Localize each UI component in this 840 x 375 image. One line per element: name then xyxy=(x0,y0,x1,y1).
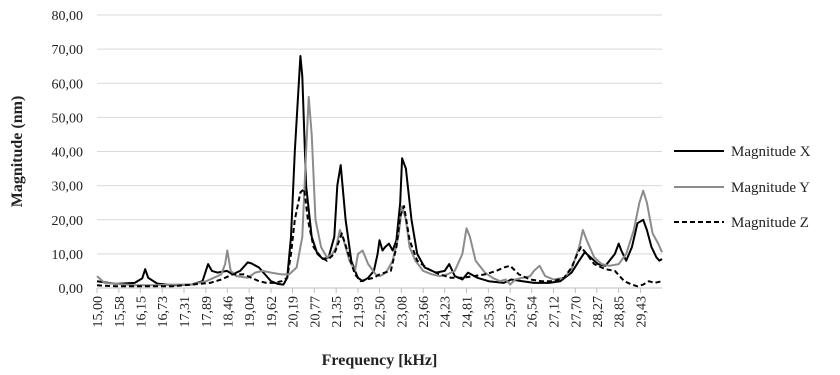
series-line-magnitude-z xyxy=(96,188,663,288)
x-tick-label: 24,81 xyxy=(461,296,476,328)
x-tick-label: 25,97 xyxy=(504,296,519,328)
y-tick-label: 20,00 xyxy=(52,214,84,229)
y-tick-label: 70,00 xyxy=(52,43,84,58)
y-tick-label: 0,00 xyxy=(59,282,84,297)
x-tick-label: 21,35 xyxy=(330,296,345,328)
y-tick-label: 10,00 xyxy=(52,248,84,263)
y-tick-label: 60,00 xyxy=(52,77,84,92)
x-tick-label: 29,43 xyxy=(635,296,650,328)
x-tick-label: 19,04 xyxy=(243,296,258,328)
x-tick-label: 27,12 xyxy=(548,296,563,328)
x-tick-label: 24,23 xyxy=(439,296,454,328)
series-line-magnitude-x xyxy=(96,55,663,287)
y-tick-label: 40,00 xyxy=(52,146,84,161)
x-tick-label: 26,54 xyxy=(526,296,541,328)
y-tick-label: 30,00 xyxy=(52,180,84,195)
x-tick-label: 16,15 xyxy=(134,296,149,328)
x-tick-label: 23,66 xyxy=(417,296,432,328)
x-axis-ticks: 15,00 15,58 16,15 16,73 17,31 17,89 18,46 19,04… xyxy=(91,296,650,328)
legend-label-magnitude-y: Magnitude Y xyxy=(731,180,810,196)
x-tick-label: 23,08 xyxy=(395,296,410,328)
x-tick-label: 20,19 xyxy=(286,296,301,328)
plot-area xyxy=(96,55,663,288)
x-tick-label: 17,89 xyxy=(200,296,215,328)
x-tick-label: 19,62 xyxy=(265,296,280,328)
legend: Magnitude X Magnitude Y Magnitude Z xyxy=(674,144,811,231)
x-tick-label: 21,93 xyxy=(352,296,367,328)
legend-label-magnitude-z: Magnitude Z xyxy=(731,215,809,231)
axes xyxy=(96,287,662,293)
y-tick-label: 80,00 xyxy=(52,9,84,24)
y-axis-ticks: 0,00 10,00 20,00 30,00 40,00 50,00 60,00 70,00 8… xyxy=(52,9,84,297)
x-tick-label: 16,73 xyxy=(156,296,171,328)
x-tick-label: 25,39 xyxy=(482,296,497,328)
x-tick-label: 28,27 xyxy=(591,296,606,328)
y-tick-label: 50,00 xyxy=(52,111,84,126)
legend-label-magnitude-x: Magnitude X xyxy=(731,144,811,160)
x-tick-label: 27,70 xyxy=(569,296,584,328)
x-tick-label: 28,85 xyxy=(613,296,628,328)
x-tick-label: 18,46 xyxy=(221,296,236,328)
x-axis-title: Frequency [kHz] xyxy=(322,352,438,369)
gridlines xyxy=(97,14,662,255)
x-tick-label: 22,50 xyxy=(374,296,389,328)
series-line-magnitude-y xyxy=(96,95,663,287)
x-tick-label: 17,31 xyxy=(178,296,193,328)
x-tick-label: 15,00 xyxy=(91,296,106,328)
x-tick-label: 15,58 xyxy=(113,296,128,328)
x-tick-label: 20,77 xyxy=(308,296,323,328)
y-axis-title: Magnitude (nm) xyxy=(9,96,26,208)
